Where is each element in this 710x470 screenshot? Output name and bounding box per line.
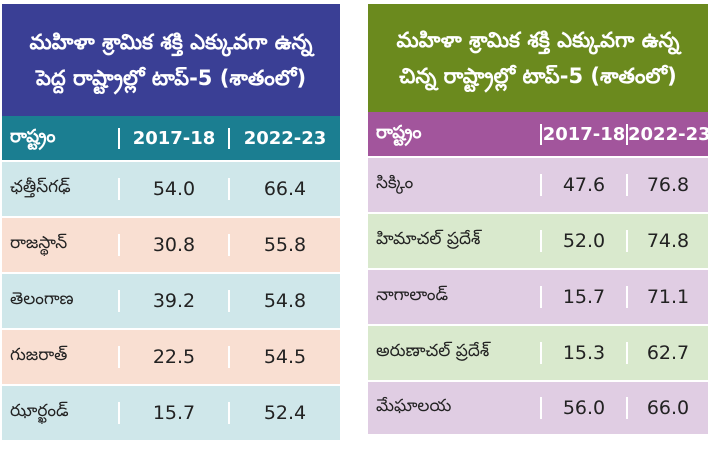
value-2017-18: 22.5 xyxy=(118,346,228,368)
header-year-2: 2022-23 xyxy=(228,127,340,149)
title-line-2: చిన్న రాష్ట్రాల్లో టాప్‌-5 (శాతంలో) xyxy=(399,64,677,88)
value-2017-18: 15.7 xyxy=(118,402,228,424)
value-2017-18: 15.3 xyxy=(540,342,626,364)
value-2017-18: 47.6 xyxy=(540,174,626,196)
table-row: నాగాలాండ్‌ 15.7 71.1 xyxy=(368,268,708,324)
title-line-1: మహిళా శ్రామిక శక్తి ఎక్కువగా ఉన్న xyxy=(396,28,680,52)
value-2022-23: 55.8 xyxy=(228,234,340,256)
small-states-title: మహిళా శ్రామిక శక్తి ఎక్కువగా ఉన్న చిన్న … xyxy=(368,4,708,112)
state-name: నాగాలాండ్‌ xyxy=(376,285,449,305)
state-name: గుజరాత్‌ xyxy=(10,345,68,365)
value-2017-18: 54.0 xyxy=(118,178,228,200)
table-row: ఛత్తీస్‌గఢ్‌ 54.0 66.4 xyxy=(2,160,340,216)
value-2022-23: 71.1 xyxy=(626,286,708,308)
state-name: ఝార్ఖండ్‌ xyxy=(10,401,69,421)
value-2022-23: 76.8 xyxy=(626,174,708,196)
table-row: అరుణాచల్‌ ప్రదేశ్‌ 15.3 62.7 xyxy=(368,324,708,380)
table-header: రాష్ట్రం 2017-18 2022-23 xyxy=(2,116,340,160)
table-header: రాష్ట్రం 2017-18 2022-23 xyxy=(368,112,710,156)
state-name: హిమాచల్‌ ప్రదేశ్‌ xyxy=(376,229,481,249)
value-2022-23: 54.5 xyxy=(228,346,340,368)
state-name: తెలంగాణ xyxy=(10,289,74,309)
value-2022-23: 66.4 xyxy=(228,178,340,200)
header-year-1: 2017-18 xyxy=(118,127,228,149)
value-2022-23: 54.8 xyxy=(228,290,340,312)
large-states-table: మహిళా శ్రామిక శక్తి ఎక్కువగా ఉన్న పెద్ద … xyxy=(2,4,340,440)
header-state: రాష్ట్రం xyxy=(10,125,56,147)
value-2022-23: 74.8 xyxy=(626,230,708,252)
value-2017-18: 52.0 xyxy=(540,230,626,252)
value-2017-18: 39.2 xyxy=(118,290,228,312)
header-state: రాష్ట్రం xyxy=(376,121,422,143)
large-states-title: మహిళా శ్రామిక శక్తి ఎక్కువగా ఉన్న పెద్ద … xyxy=(2,4,340,116)
table-row: గుజరాత్‌ 22.5 54.5 xyxy=(2,328,340,384)
small-states-table: మహిళా శ్రామిక శక్తి ఎక్కువగా ఉన్న చిన్న … xyxy=(368,4,710,434)
header-year-1: 2017-18 xyxy=(540,123,626,145)
table-row: ఝార్ఖండ్‌ 15.7 52.4 xyxy=(2,384,340,440)
state-name: మేఘాలయ xyxy=(376,396,452,416)
value-2017-18: 15.7 xyxy=(540,286,626,308)
table-row: రాజస్థాన్‌ 30.8 55.8 xyxy=(2,216,340,272)
title-line-1: మహిళా శ్రామిక శక్తి ఎక్కువగా ఉన్న xyxy=(29,30,313,54)
table-row: హిమాచల్‌ ప్రదేశ్‌ 52.0 74.8 xyxy=(368,212,708,268)
value-2022-23: 52.4 xyxy=(228,402,340,424)
state-name: రాజస్థాన్‌ xyxy=(10,233,68,253)
table-row: తెలంగాణ 39.2 54.8 xyxy=(2,272,340,328)
value-2022-23: 66.0 xyxy=(626,397,708,419)
state-name: ఛత్తీస్‌గఢ్‌ xyxy=(10,177,71,197)
table-row: సిక్కిం 47.6 76.8 xyxy=(368,156,708,212)
state-name: అరుణాచల్‌ ప్రదేశ్‌ xyxy=(376,341,490,361)
state-name: సిక్కిం xyxy=(376,173,414,193)
value-2017-18: 56.0 xyxy=(540,397,626,419)
value-2017-18: 30.8 xyxy=(118,234,228,256)
value-2022-23: 62.7 xyxy=(626,342,708,364)
header-year-2: 2022-23 xyxy=(626,123,710,145)
title-line-2: పెద్ద రాష్ట్రాల్లో టాప్‌-5 (శాతంలో) xyxy=(35,66,307,90)
table-row: మేఘాలయ 56.0 66.0 xyxy=(368,380,708,434)
